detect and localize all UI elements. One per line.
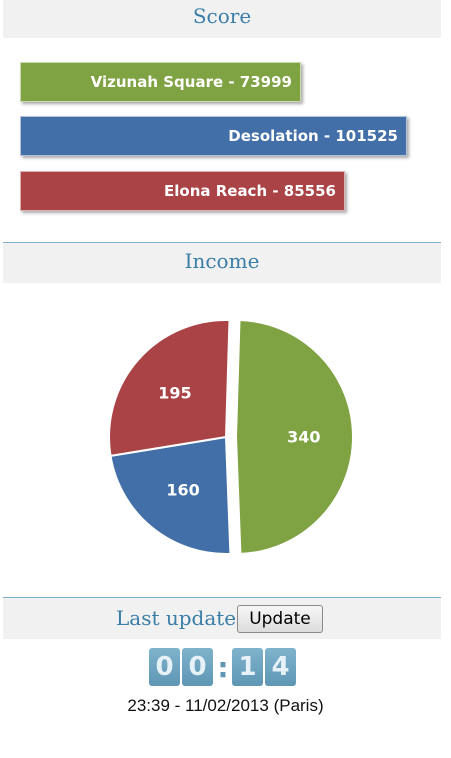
update-button[interactable]: Update (237, 605, 323, 633)
score-bar-desolation: Desolation - 101525 (20, 116, 407, 156)
pie-slice (108, 319, 231, 458)
pie-slice (234, 318, 354, 555)
last-update-timestamp: 23:39 - 11/02/2013 (Paris) (127, 696, 324, 715)
pie-slice-label: 160 (166, 481, 199, 500)
last-update-header (3, 598, 441, 639)
last-update-title: Last update (116, 606, 237, 630)
pie-slice-label: 195 (158, 383, 191, 402)
pie-slice-label: 340 (287, 428, 320, 447)
timer-digit: 4 (265, 648, 296, 686)
score-bar-elona-reach: Elona Reach - 85556 (20, 171, 345, 211)
score-bar-label: Elona Reach - 85556 (164, 182, 336, 200)
income-header: Income (3, 243, 441, 283)
divider (3, 242, 441, 243)
timer-digit: 0 (149, 648, 180, 686)
score-header: Score (3, 0, 441, 38)
divider (3, 597, 441, 598)
timer-digit: 0 (182, 648, 213, 686)
score-bar-label: Vizunah Square - 73999 (90, 73, 292, 91)
timer-separator: : (217, 650, 229, 684)
timer-digit: 1 (232, 648, 263, 686)
pie-slice (109, 435, 232, 555)
score-bar-label: Desolation - 101525 (228, 127, 398, 145)
score-bar-vizunah-square: Vizunah Square - 73999 (20, 62, 301, 102)
income-pie-chart: 340 160 195 (108, 318, 354, 555)
